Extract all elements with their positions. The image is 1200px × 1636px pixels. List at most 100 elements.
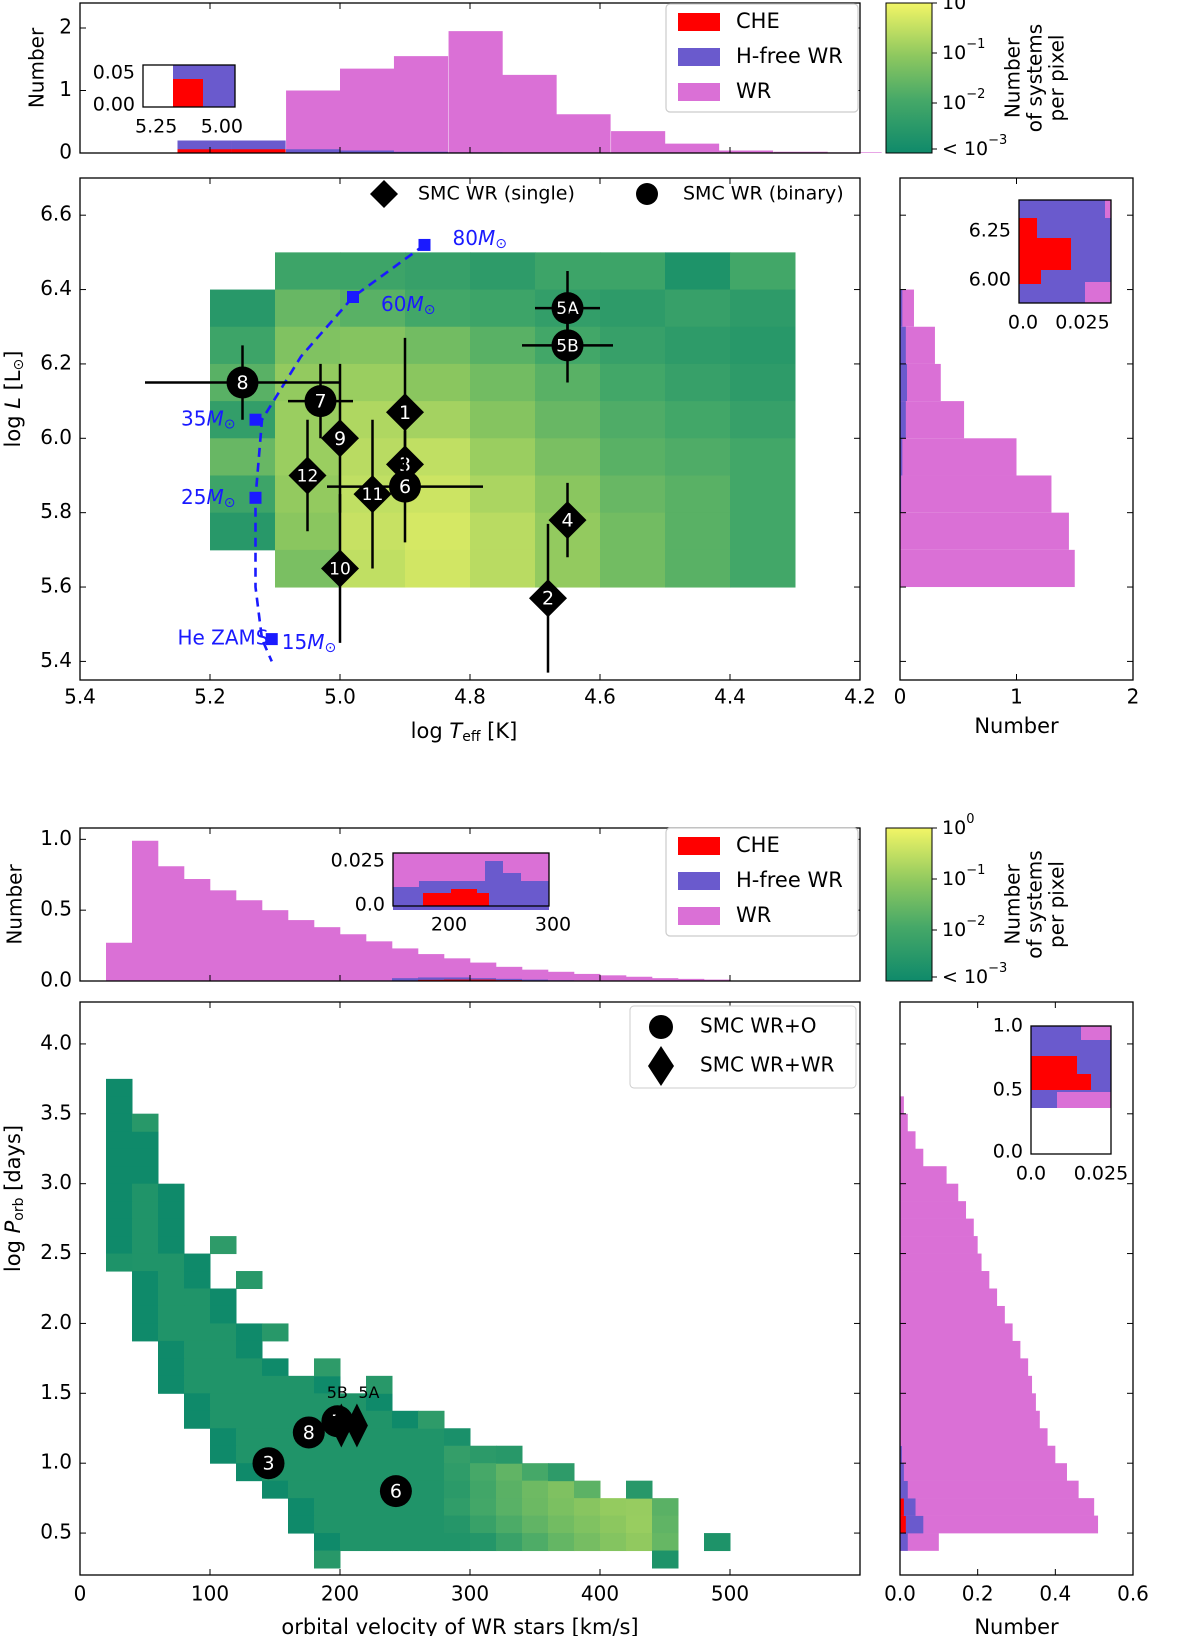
track-mass-sun: ⊙ [424, 302, 436, 318]
star-label-4: 4 [561, 510, 573, 532]
hist-top-y-ticklabel: 0 [59, 140, 72, 164]
hist-top-bar-wr [556, 114, 611, 153]
heatmap-cell [236, 1340, 263, 1359]
main-top-x-ticklabel: 4.2 [844, 685, 876, 709]
ylabel-post: [L [1, 370, 25, 397]
heatmap-cell [405, 252, 471, 291]
hist-bottom-right-bar-wr [900, 1131, 916, 1150]
heatmap-cell [730, 289, 796, 328]
heatmap-cell [392, 1428, 419, 1447]
hist-bottom-top-bar-wr [288, 920, 315, 981]
inset-br-che [1031, 1056, 1091, 1090]
hist-top-bar-wr [718, 150, 774, 153]
hist-top-bar-wr [448, 31, 503, 153]
inset-b-ticklabel: 0.025 [331, 850, 385, 872]
xlabel-var: T [449, 719, 464, 743]
heatmap-cell [106, 1078, 133, 1097]
heatmap-cell [470, 438, 536, 476]
heatmap-cell [262, 1428, 289, 1447]
colorbar-tick-exp: −2 [966, 87, 985, 102]
track-mass-value: 80 [453, 225, 478, 249]
hist-bottom-top-bar-wr [444, 958, 471, 981]
hist-bottom-top-bar-wr [314, 927, 341, 981]
heatmap-cell [158, 1236, 185, 1255]
legend-swatch-1 [678, 48, 720, 66]
heatmap-cell [158, 1375, 185, 1394]
hist-bottom-right-bar-wr [900, 1218, 974, 1237]
hist-right-bar-wr [900, 438, 1017, 476]
heatmap-cell [210, 1375, 237, 1394]
track-mass-label: 15M⊙ [282, 630, 336, 657]
hist-bottom-top-bar-hfree [496, 978, 523, 981]
legend-label-2: WR [736, 903, 771, 927]
heatmap-cell [444, 1498, 471, 1517]
heatmap-cell [665, 252, 731, 291]
inset-right-ticklabel: 6.00 [969, 269, 1011, 291]
heatmap-cell [314, 1445, 341, 1464]
heatmap-cell [288, 1463, 315, 1482]
legend-wro-label: SMC WR+O [700, 1014, 816, 1038]
heatmap-cell [600, 1515, 627, 1534]
heatmap-cell [262, 1323, 289, 1342]
main-top-x-ticklabel: 4.4 [714, 685, 746, 709]
hist-bottom-right-bar-wr [900, 1271, 990, 1289]
heatmap-cell [275, 252, 341, 291]
track-marker [418, 238, 431, 251]
heatmap-cell [418, 1463, 445, 1482]
hist-bottom-right-bar-wr [900, 1340, 1021, 1359]
inset-frame [142, 64, 236, 108]
heatmap-cell [262, 1393, 289, 1412]
inset-right-ticklabel: 0.025 [1055, 312, 1109, 334]
heatmap-cell [418, 1410, 445, 1429]
star-diamond-12 [288, 456, 327, 495]
hist-bottom-right-bar-wr [900, 1410, 1040, 1429]
heatmap-cell [665, 512, 731, 551]
heatmap-cell [548, 1533, 575, 1552]
colorbar-tick-base: 10 [942, 919, 966, 941]
heatmap-cell [184, 1305, 211, 1324]
main-bottom-x-ticklabel: 100 [191, 1582, 229, 1606]
heatmap-cell [184, 1375, 211, 1394]
hist-bottom-top-ylabel: Number [3, 864, 27, 945]
main-top-x-ticklabel: 4.8 [454, 685, 486, 709]
inset-br-ticklabel: 0.0 [1016, 1163, 1046, 1185]
heatmap-cell [366, 1445, 393, 1464]
star-label-2: 2 [542, 588, 554, 610]
heatmap-cell [730, 252, 796, 291]
heatmap-cell [470, 475, 536, 514]
track-mass-unit: M [478, 225, 495, 249]
orbit-point-label-6: 6 [390, 1481, 402, 1503]
inset-ticklabel: 5.25 [135, 116, 177, 138]
colorbar-tick-base: < 10 [942, 138, 988, 160]
hist-bottom-right-bar-wr [900, 1428, 1048, 1447]
orbit-point-6 [379, 1475, 412, 1508]
heatmap-cell [392, 1410, 419, 1429]
inset-br-frame [1030, 1025, 1112, 1155]
star-diamond-2 [529, 579, 567, 618]
heatmap-cell [652, 1550, 679, 1569]
heatmap-cell [496, 1445, 523, 1464]
orbit-diamond-5A [345, 1403, 368, 1448]
heatmap-cell [600, 512, 666, 551]
heatmap-cell [236, 1410, 263, 1429]
heatmap-cell [275, 289, 341, 328]
main-top-y-ticklabel: 6.0 [40, 425, 72, 449]
colorbar-label: of systems [1023, 24, 1047, 132]
main-top-y-ticklabel: 5.4 [40, 648, 72, 672]
heatmap-cell [288, 1445, 315, 1464]
colorbar-ticklabel: < 10−3 [942, 961, 1007, 988]
hist-bottom-right-frame [899, 1001, 1134, 1576]
hist-bottom-right-bar-wr [900, 1288, 998, 1307]
legend-swatch-0 [678, 837, 720, 855]
heatmap-cell [548, 1463, 575, 1482]
heatmap-cell [405, 326, 471, 365]
heatmap-cell [392, 1445, 419, 1464]
heatmap-cell [210, 438, 276, 476]
track-mass-sun: ⊙ [224, 495, 236, 511]
hist-top-ylabel: Number [25, 27, 49, 108]
heatmap-cell [210, 1323, 237, 1342]
main-top-y-ticklabel: 5.8 [40, 499, 72, 523]
colorbar-ticklabel: 10−2 [942, 87, 985, 114]
hist-right-bar-wr [900, 549, 1075, 588]
heatmap-cell [288, 1515, 315, 1534]
